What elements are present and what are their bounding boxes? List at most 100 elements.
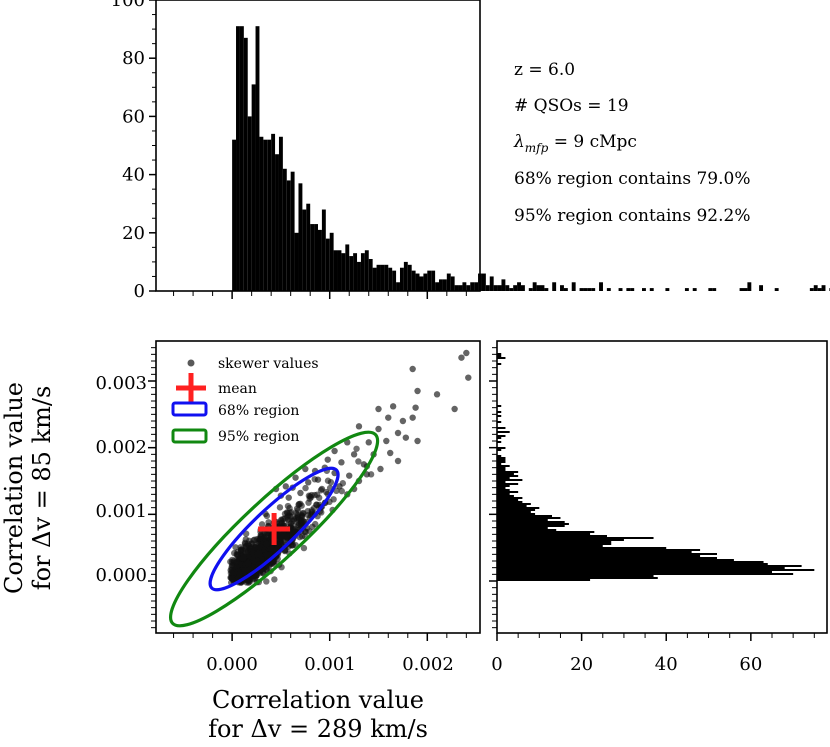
right-x-tick-label-20: 20	[570, 654, 593, 675]
scatter-x-tick-label-0.000: 0.000	[206, 654, 258, 675]
top-hist-bar	[263, 139, 268, 291]
right-hist-bar	[497, 507, 540, 509]
top-hist-bar	[583, 288, 588, 291]
right-hist-bar	[497, 529, 557, 531]
right-histogram-ticks	[489, 347, 815, 641]
scatter-point	[330, 496, 337, 503]
scatter-point	[258, 532, 265, 540]
scatter-point	[289, 541, 297, 549]
scatter-point	[458, 354, 465, 361]
right-hist-bar	[497, 515, 552, 517]
right-hist-bar	[497, 563, 768, 565]
scatter-point	[412, 404, 419, 411]
top-hist-bar	[528, 288, 533, 291]
scatter-point	[353, 445, 360, 452]
scatter-point	[314, 476, 322, 483]
scatter-point	[433, 391, 441, 398]
ellipse-95-region	[168, 430, 380, 628]
top-hist-bar	[396, 282, 400, 291]
top-hist-bar	[411, 270, 416, 291]
legend-label-68: 68% region	[218, 403, 299, 419]
top-hist-bar	[255, 26, 260, 291]
right-hist-bar	[497, 557, 717, 559]
scatter-panel: skewer values mean 68% region 95% region…	[0, 340, 481, 743]
top-hist-bar	[337, 250, 342, 291]
scatter-point	[360, 461, 368, 468]
top-hist-bar	[817, 288, 822, 291]
top-hist-bar	[384, 264, 389, 291]
right-hist-bar	[497, 539, 624, 541]
scatter-point	[451, 405, 458, 413]
right-hist-bar	[497, 551, 692, 553]
right-hist-bar	[497, 435, 506, 437]
right-x-tick-label-0: 0	[491, 654, 502, 675]
right-hist-bar	[497, 511, 531, 513]
scatter-point	[278, 516, 285, 523]
top-hist-bar	[759, 285, 764, 291]
right-hist-bar	[497, 527, 548, 529]
mean-marker	[258, 513, 291, 545]
right-hist-bar	[497, 577, 658, 579]
top-hist-bar	[407, 264, 412, 291]
top-y-tick-label-20: 20	[122, 223, 145, 244]
top-hist-bar	[232, 139, 237, 291]
top-hist-bar	[579, 288, 584, 291]
top-hist-bar	[380, 264, 385, 291]
right-hist-bar	[497, 431, 510, 433]
top-y-tick-label-60: 60	[122, 106, 145, 127]
top-y-tick-label-100: 100	[111, 0, 145, 11]
scatter-point	[276, 504, 284, 511]
scatter-point	[263, 551, 271, 558]
right-hist-bar	[497, 437, 502, 439]
mfp-symbol: λ	[513, 132, 525, 152]
right-hist-bar	[497, 415, 502, 417]
right-hist-bar	[497, 575, 654, 577]
right-hist-bar	[497, 459, 506, 461]
top-hist-bar	[278, 136, 283, 291]
top-hist-bar	[349, 256, 354, 291]
scatter-point	[414, 437, 421, 445]
top-hist-bar	[446, 273, 451, 291]
right-hist-bar	[497, 555, 701, 557]
top-hist-bar	[649, 288, 654, 291]
top-hist-bar	[591, 288, 596, 291]
scatter-point	[268, 545, 275, 552]
right-hist-bar	[497, 531, 595, 533]
top-hist-bar	[462, 282, 467, 291]
scatter-point	[399, 417, 407, 425]
scatter-point	[228, 575, 236, 583]
right-hist-bar	[497, 519, 548, 521]
scatter-point	[234, 568, 242, 575]
scatter-point	[383, 437, 390, 445]
top-hist-bar	[599, 282, 603, 291]
scatter-point	[389, 403, 397, 410]
right-hist-bar	[497, 461, 506, 463]
top-hist-bar	[497, 285, 502, 291]
right-hist-bar	[497, 447, 506, 449]
scatter-point	[229, 569, 236, 577]
top-hist-bar	[368, 258, 373, 291]
top-hist-bar	[275, 154, 279, 291]
info-redshift: z = 6.0	[514, 60, 575, 80]
right-hist-bar	[497, 471, 519, 473]
scatter-point	[318, 485, 326, 493]
scatter-point	[298, 502, 305, 509]
top-hist-bar	[544, 288, 549, 291]
mfp-subscript: mfp	[525, 141, 549, 155]
top-hist-bar	[302, 209, 307, 291]
scatter-point	[394, 457, 402, 465]
legend-label-95: 95% region	[218, 429, 299, 445]
right-hist-bar	[497, 491, 519, 493]
right-hist-bar	[497, 513, 536, 515]
scatter-point	[282, 483, 289, 490]
right-hist-bar	[497, 449, 502, 451]
scatter-point	[228, 558, 236, 566]
right-hist-bar	[497, 569, 815, 571]
right-hist-bar	[497, 535, 607, 537]
scatter-point	[285, 494, 292, 501]
top-hist-bar	[774, 288, 779, 291]
scatter-point	[324, 456, 331, 463]
right-hist-bar	[497, 509, 536, 511]
x-axis-title-line-2: for Δv = 289 km/s	[208, 715, 428, 743]
scatter-point	[315, 494, 323, 501]
